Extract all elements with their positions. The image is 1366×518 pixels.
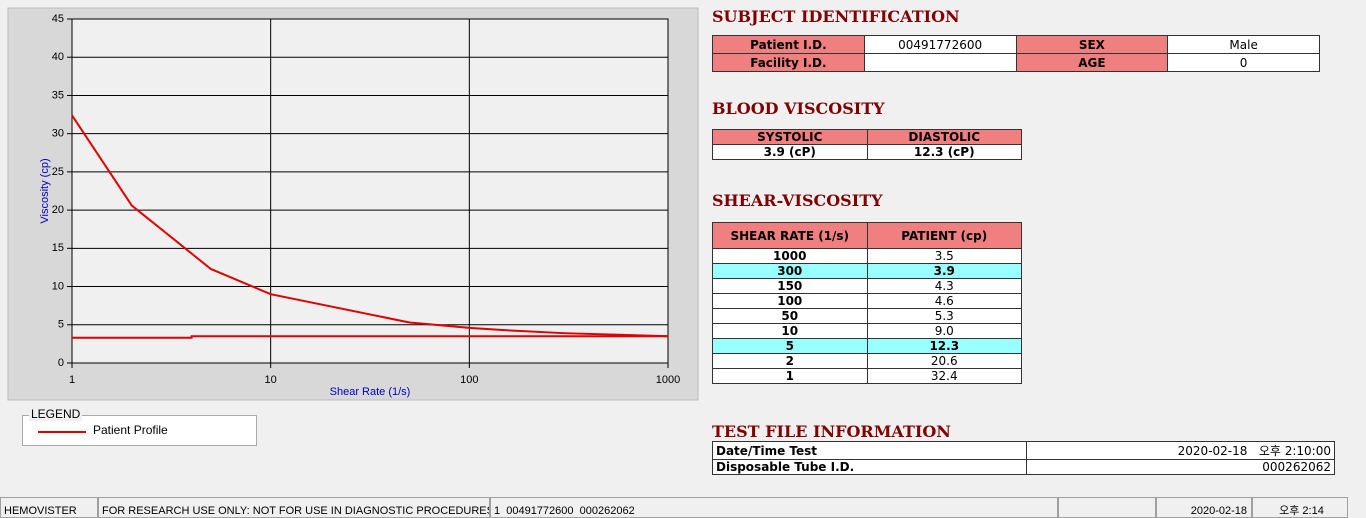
cell: Date/Time Test — [712, 441, 1027, 460]
status-cell: FOR RESEARCH USE ONLY: NOT FOR USE IN DI… — [98, 497, 490, 518]
plot-area — [71, 18, 669, 364]
section-title: TEST FILE INFORMATION — [712, 422, 951, 441]
cell: 2 — [712, 353, 868, 369]
cell: 0 — [1167, 53, 1320, 72]
cell: Patient I.D. — [712, 35, 865, 54]
cell: 4.6 — [866, 293, 1022, 309]
y-tick-label: 20 — [52, 204, 64, 216]
section-title: SUBJECT IDENTIFICATION — [712, 7, 960, 26]
x-tick-label: 10 — [265, 374, 277, 386]
y-tick-label: 45 — [52, 13, 64, 25]
cell: 4.3 — [866, 278, 1022, 294]
cell: 1000 — [712, 248, 868, 264]
chart: Shear Rate (1/s) Viscosity (cp) 0 5 10 15 20… — [7, 7, 699, 401]
legend-title: LEGEND — [29, 407, 83, 421]
status-cell: 2020-02-18 — [1156, 497, 1252, 518]
cell: 1 — [712, 368, 868, 384]
cell: DIASTOLIC — [866, 129, 1022, 145]
cell: 12.3 (cP) — [866, 144, 1022, 160]
shear-viscosity-table: SHEAR RATE (1/s) PATIENT (cp) 1000 3.5 300… — [712, 222, 1022, 384]
cell: 3.9 — [866, 263, 1022, 279]
section-title: BLOOD VISCOSITY — [712, 99, 885, 118]
cell: SYSTOLIC — [712, 129, 868, 145]
cell: 3.9 (cP) — [712, 144, 868, 160]
cell: 50 — [712, 308, 868, 324]
cell: Male — [1167, 35, 1320, 54]
cell: PATIENT (cp) — [866, 222, 1022, 249]
y-axis-label: Viscosity (cp) — [39, 158, 51, 223]
y-tick-label: 30 — [52, 128, 64, 140]
cell: Disposable Tube I.D. — [712, 459, 1027, 475]
status-bar: HEMOVISTER FOR RESEARCH USE ONLY: NOT FO… — [0, 497, 1366, 518]
cell: 000262062 — [1026, 459, 1335, 475]
x-tick-label: 1 — [69, 374, 75, 386]
status-cell: HEMOVISTER — [0, 497, 98, 518]
blood-viscosity-table: SYSTOLIC DIASTOLIC 3.9 (cP) 12.3 (cP) — [712, 129, 1022, 160]
cell: 150 — [712, 278, 868, 294]
y-tick-label: 40 — [52, 51, 64, 63]
y-tick-label: 10 — [52, 280, 64, 292]
cell: SHEAR RATE (1/s) — [712, 222, 868, 249]
legend-entry: Patient Profile — [93, 423, 168, 437]
cell: 5.3 — [866, 308, 1022, 324]
series-line — [71, 114, 669, 338]
y-tick-label: 0 — [58, 357, 64, 369]
cell: SEX — [1015, 35, 1169, 54]
x-axis-label: Shear Rate (1/s) — [330, 386, 411, 398]
cell: 32.4 — [866, 368, 1022, 384]
cell: 12.3 — [866, 338, 1022, 354]
cell: 2020-02-18 오후 2:10:00 — [1026, 441, 1335, 460]
y-tick-label: 25 — [52, 166, 64, 178]
cell: Facility I.D. — [712, 53, 865, 72]
cell: AGE — [1015, 53, 1169, 72]
test-file-table: Date/Time Test 2020-02-18 오후 2:10:00 Disp… — [712, 441, 1335, 475]
y-tick-label: 35 — [52, 89, 64, 101]
status-cell: 오후 2:14 — [1252, 497, 1348, 518]
x-tick-label: 1000 — [656, 374, 680, 386]
cell: 3.5 — [866, 248, 1022, 264]
cell: 10 — [712, 323, 868, 339]
cell: 300 — [712, 263, 868, 279]
series-line — [72, 335, 668, 339]
subject-table: Patient I.D. 00491772600 SEX Male Facility … — [712, 35, 1320, 72]
status-cell: 1 00491772600 000262062 — [490, 497, 1058, 518]
legend: LEGEND Patient Profile — [22, 407, 257, 446]
section-title: SHEAR-VISCOSITY — [712, 191, 883, 210]
cell: 5 — [712, 338, 868, 354]
y-tick-label: 5 — [58, 319, 64, 331]
cell: 00491772600 — [863, 35, 1017, 54]
cell: 100 — [712, 293, 868, 309]
cell — [863, 53, 1017, 72]
x-tick-label: 100 — [460, 374, 478, 386]
y-tick-label: 15 — [52, 242, 64, 254]
cell: 9.0 — [866, 323, 1022, 339]
status-cell — [1058, 497, 1156, 518]
cell: 20.6 — [866, 353, 1022, 369]
legend-swatch — [38, 431, 86, 433]
